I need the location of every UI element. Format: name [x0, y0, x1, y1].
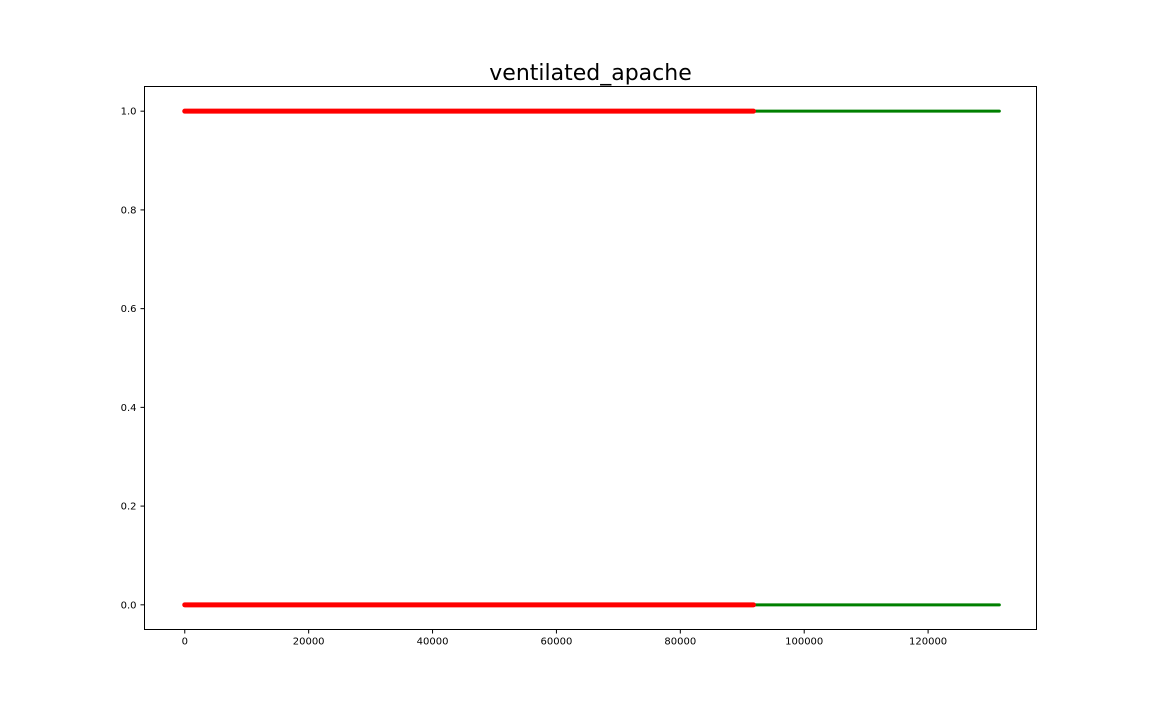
x-tick-label: 80000 [664, 637, 696, 648]
y-tick-label: 0.0 [121, 600, 137, 611]
y-tick-label: 0.6 [121, 304, 137, 315]
plot-frame [144, 86, 1037, 630]
y-tick-label: 1.0 [121, 107, 137, 118]
chart-title: ventilated_apache [489, 61, 691, 86]
y-tick-label: 0.4 [121, 403, 137, 414]
x-axis: 0 20000 40000 60000 80000 100000 120000 [182, 629, 947, 648]
y-tick-label: 0.2 [121, 502, 137, 513]
x-tick-label: 120000 [909, 637, 947, 648]
x-tick-label: 0 [182, 637, 188, 648]
y-axis: 0.0 0.2 0.4 0.6 0.8 1.0 [121, 107, 145, 611]
x-tick-label: 60000 [541, 637, 573, 648]
x-tick-label: 20000 [293, 637, 325, 648]
y-tick-label: 0.8 [121, 205, 137, 216]
x-tick-label: 40000 [417, 637, 449, 648]
x-tick-label: 100000 [785, 637, 823, 648]
plot-marks [182, 108, 1001, 608]
